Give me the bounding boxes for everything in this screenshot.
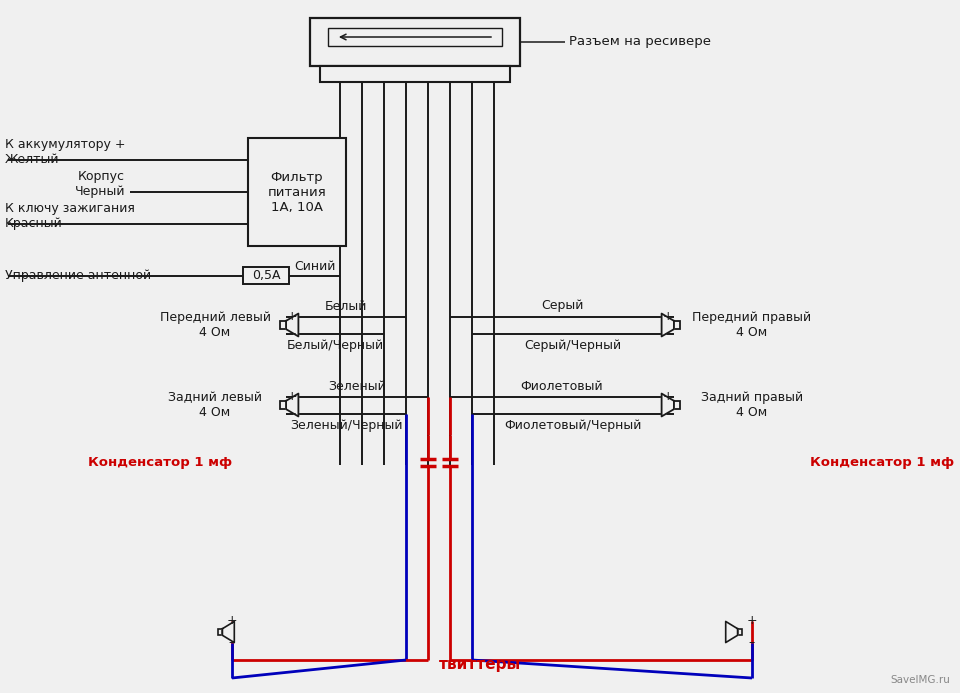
Bar bbox=[310, 18, 520, 66]
Text: Зеленый/Черный: Зеленый/Черный bbox=[290, 419, 402, 432]
Text: Передний правый
4 Ом: Передний правый 4 Ом bbox=[692, 311, 811, 339]
Text: Управление антенной: Управление антенной bbox=[5, 269, 151, 282]
Text: К аккумулятору +
Желтый: К аккумулятору + Желтый bbox=[5, 138, 126, 166]
Bar bbox=[280, 401, 286, 409]
Text: твиттеры: твиттеры bbox=[439, 658, 521, 672]
Text: Зеленый: Зеленый bbox=[328, 380, 386, 392]
Text: –: – bbox=[289, 407, 296, 421]
Text: Белый: Белый bbox=[324, 299, 368, 313]
Text: Серый/Черный: Серый/Черный bbox=[524, 338, 621, 351]
Text: –: – bbox=[664, 328, 671, 340]
Text: Конденсатор 1 мф: Конденсатор 1 мф bbox=[88, 456, 232, 469]
Text: +: + bbox=[747, 615, 757, 627]
Text: 0,5А: 0,5А bbox=[252, 269, 280, 282]
Text: Фиолетовый: Фиолетовый bbox=[520, 380, 603, 392]
Polygon shape bbox=[286, 394, 299, 416]
Bar bbox=[674, 321, 680, 329]
Polygon shape bbox=[726, 622, 737, 642]
Text: Конденсатор 1 мф: Конденсатор 1 мф bbox=[810, 456, 954, 469]
Bar bbox=[737, 629, 742, 635]
Polygon shape bbox=[661, 313, 674, 336]
Text: –: – bbox=[749, 636, 756, 649]
Bar bbox=[674, 401, 680, 409]
Polygon shape bbox=[223, 622, 234, 642]
Text: Фиолетовый/Черный: Фиолетовый/Черный bbox=[504, 419, 641, 432]
Text: Синий: Синий bbox=[294, 260, 335, 273]
Text: Задний левый
4 Ом: Задний левый 4 Ом bbox=[168, 391, 262, 419]
Text: –: – bbox=[228, 636, 235, 649]
Text: Белый/Черный: Белый/Черный bbox=[286, 338, 384, 351]
Text: Разъем на ресивере: Разъем на ресивере bbox=[569, 35, 711, 49]
Bar bbox=[248, 138, 346, 246]
Text: –: – bbox=[664, 407, 671, 421]
Bar bbox=[243, 267, 289, 284]
Text: +: + bbox=[662, 390, 673, 403]
Bar bbox=[328, 28, 502, 46]
Text: +: + bbox=[287, 390, 298, 403]
Polygon shape bbox=[661, 394, 674, 416]
Text: Передний левый
4 Ом: Передний левый 4 Ом bbox=[159, 311, 271, 339]
Text: +: + bbox=[227, 615, 237, 627]
Polygon shape bbox=[286, 313, 299, 336]
Text: К ключу зажигания
Красный: К ключу зажигания Красный bbox=[5, 202, 134, 230]
Text: SaveIMG.ru: SaveIMG.ru bbox=[890, 675, 950, 685]
Text: Фильтр
питания
1А, 10А: Фильтр питания 1А, 10А bbox=[268, 170, 326, 213]
Text: Задний правый
4 Ом: Задний правый 4 Ом bbox=[701, 391, 804, 419]
Text: +: + bbox=[287, 310, 298, 324]
Bar bbox=[280, 321, 286, 329]
Text: –: – bbox=[289, 328, 296, 340]
Text: Серый: Серый bbox=[540, 299, 583, 313]
Text: Корпус
Черный: Корпус Черный bbox=[75, 170, 125, 198]
Text: +: + bbox=[662, 310, 673, 324]
Bar bbox=[320, 66, 510, 82]
Bar bbox=[218, 629, 223, 635]
